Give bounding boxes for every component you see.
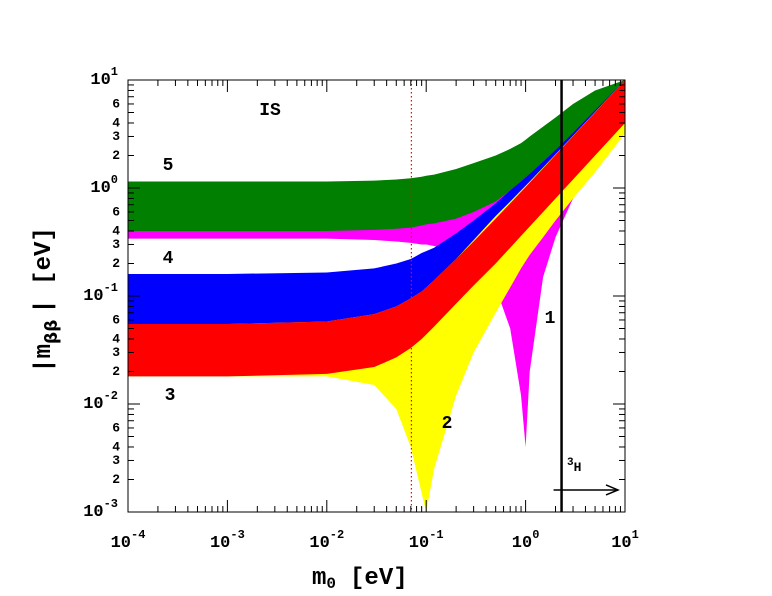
tick-label: 10-3 [83,497,118,522]
band [128,80,625,447]
label-part: | [eV] [31,227,58,313]
label-part: ββ [42,320,62,344]
tick-label: 100 [90,173,118,198]
annotation: IS [259,101,281,121]
tick-label: 6 [112,96,120,111]
annotation: 5 [163,156,174,176]
tick-label: 4 [112,439,120,454]
tick-label: 2 [112,472,120,487]
band [128,80,625,377]
tick-label: 10-2 [309,528,344,553]
y-axis-label: |mββ | [eV] [31,227,62,373]
x-axis-label: m0 [eV] [312,565,408,593]
label-part: H [574,460,582,475]
label-part: |m [31,344,58,373]
label-part: 3 [567,457,574,469]
label-part: 0 [326,575,336,593]
tick-label: 2 [112,256,120,271]
band [128,80,625,231]
label-part: [eV] [350,565,408,592]
label-part: m [312,565,326,592]
arrow-label: 3H [567,457,581,476]
tick-label: 101 [90,65,118,90]
tick-label: 100 [512,528,540,553]
tick-label: 6 [112,312,120,327]
annotation: 1 [545,309,556,329]
tick-label: 10-2 [83,389,118,414]
tick-label: 2 [112,148,120,163]
tick-label: 6 [112,204,120,219]
tick-label: 3 [112,453,120,468]
arrow-head [605,484,620,496]
annotation: 2 [442,414,453,434]
annotation: 4 [163,249,174,269]
tick-label: 3 [112,129,120,144]
tick-label: 4 [112,331,120,346]
tick-label: 3 [112,237,120,252]
band [128,80,625,327]
tick-label: 10-4 [111,528,146,553]
tick-label: 10-1 [83,281,118,306]
tick-label: 4 [112,223,120,238]
tick-label: 10-1 [409,528,444,553]
tick-label: 3 [112,345,120,360]
tick-label: 4 [112,115,120,130]
annotation: 3 [165,386,176,406]
tick-label: 2 [112,364,120,379]
tick-label: 10-3 [210,528,245,553]
tick-label: 101 [611,528,639,553]
tick-label: 6 [112,420,120,435]
